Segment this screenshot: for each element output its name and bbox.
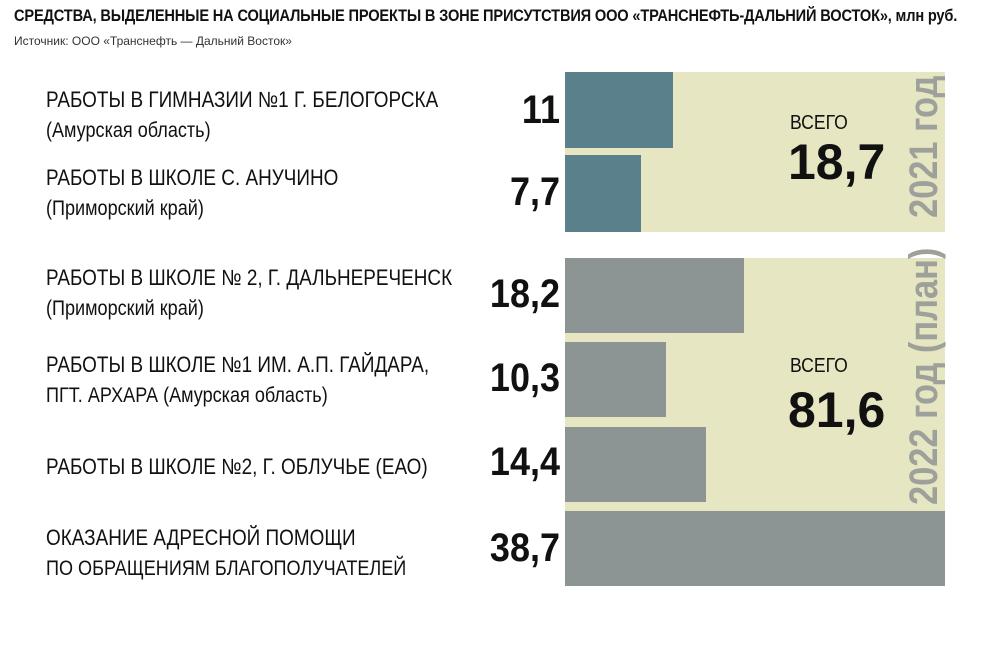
bar-value-label: 11 (521, 88, 560, 132)
row-label-line1: РАБОТЫ В ШКОЛЕ С. АНУЧИНО (46, 165, 339, 190)
row-label-line2: (Амурская область) (46, 119, 211, 142)
row-label-line1: РАБОТЫ В ШКОЛЕ №1 ИМ. А.П. ГАЙДАРА, (46, 352, 430, 377)
bar (565, 427, 706, 502)
bar (565, 155, 641, 232)
bar-value-label: 7,7 (509, 170, 560, 214)
row-label-line1: РАБОТЫ В ШКОЛЕ № 2, Г. ДАЛЬНЕРЕЧЕНСК (46, 265, 453, 290)
row-label: РАБОТЫ В ШКОЛЕ №1 ИМ. А.П. ГАЙДАРА, ПГТ.… (46, 349, 430, 411)
bar (565, 258, 744, 333)
row-label-line1: РАБОТЫ В ГИМНАЗИИ №1 Г. БЕЛОГОРСКА (46, 87, 439, 112)
year-label-2022: 2022 год (план) (902, 247, 946, 505)
row-label: РАБОТЫ В ШКОЛЕ № 2, Г. ДАЛЬНЕРЕЧЕНСК (Пр… (46, 262, 453, 324)
bar-value-label: 18,2 (489, 272, 560, 316)
bar-value-label: 10,3 (489, 356, 560, 400)
row-label-line1: ОКАЗАНИЕ АДРЕСНОЙ ПОМОЩИ (46, 525, 356, 550)
bar (565, 511, 945, 586)
bar-value-label: 14,4 (489, 440, 560, 484)
row-label-line1: РАБОТЫ В ШКОЛЕ №2, Г. ОБЛУЧЬЕ (ЕАО) (46, 454, 428, 479)
row-label: РАБОТЫ В ГИМНАЗИИ №1 Г. БЕЛОГОРСКА (Амур… (46, 84, 439, 146)
row-label-line2: (Приморский край) (46, 197, 204, 220)
row-label-line2: ПГТ. АРХАРА (Амурская область) (46, 384, 328, 407)
year-label-2021: 2021 год (902, 75, 946, 218)
total-value-2022: 81,6 (788, 382, 886, 438)
row-label: ОКАЗАНИЕ АДРЕСНОЙ ПОМОЩИ ПО ОБРАЩЕНИЯМ Б… (46, 522, 424, 584)
bar (565, 342, 666, 417)
row-label: РАБОТЫ В ШКОЛЕ №2, Г. ОБЛУЧЬЕ (ЕАО) (46, 451, 428, 482)
total-label-2021: ВСЕГО (790, 112, 848, 134)
total-value-2021: 18,7 (788, 134, 886, 190)
bar (565, 72, 673, 148)
bar-value-label: 38,7 (489, 526, 560, 570)
chart-source: Источник: ООО «Транснефть — Дальний Вост… (14, 34, 292, 48)
chart-title: СРЕДСТВА, ВЫДЕЛЕННЫЕ НА СОЦИАЛЬНЫЕ ПРОЕК… (14, 6, 958, 25)
row-label-line2: (Приморский край) (46, 297, 204, 320)
row-label: РАБОТЫ В ШКОЛЕ С. АНУЧИНО (Приморский кр… (46, 162, 424, 224)
row-label-line2: ПО ОБРАЩЕНИЯМ БЛАГОПОЛУЧАТЕЛЕЙ (46, 557, 407, 580)
total-label-2022: ВСЕГО (790, 355, 848, 377)
